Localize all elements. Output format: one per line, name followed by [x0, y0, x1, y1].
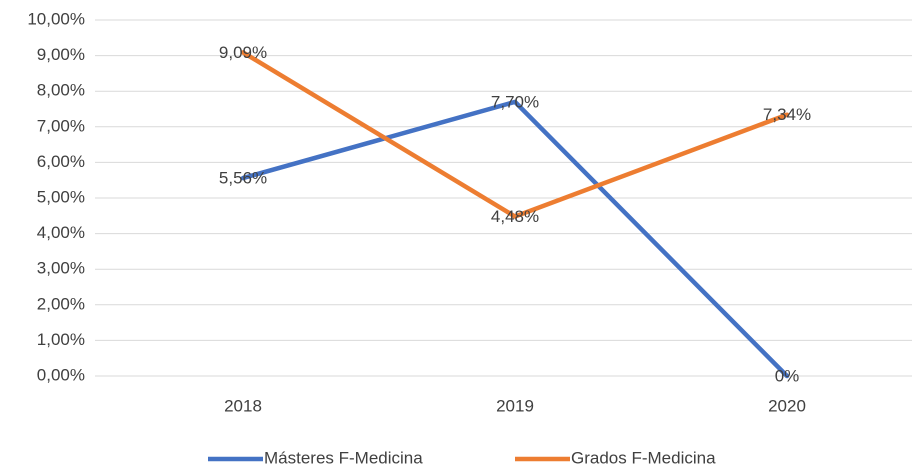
series-line: [240, 50, 790, 219]
x-tick-label: 2018: [224, 396, 262, 415]
legend-label: Másteres F-Medicina: [264, 448, 423, 467]
y-tick-label: 3,00%: [37, 259, 85, 278]
y-tick-label: 6,00%: [37, 152, 85, 171]
data-label: 5,56%: [219, 169, 267, 188]
data-label: 7,70%: [491, 92, 539, 111]
x-tick-label: 2020: [768, 396, 806, 415]
series-line: [240, 99, 790, 379]
y-tick-label: 1,00%: [37, 330, 85, 349]
data-label: 7,34%: [763, 105, 811, 124]
y-tick-label: 5,00%: [37, 187, 85, 206]
y-tick-label: 0,00%: [37, 365, 85, 384]
legend-label: Grados F-Medicina: [571, 448, 716, 467]
y-tick-label: 8,00%: [37, 81, 85, 100]
y-tick-label: 9,00%: [37, 45, 85, 64]
data-label: 0%: [775, 366, 800, 385]
y-tick-label: 2,00%: [37, 294, 85, 313]
y-tick-label: 7,00%: [37, 116, 85, 135]
x-tick-label: 2019: [496, 396, 534, 415]
data-label: 9,09%: [219, 43, 267, 62]
y-tick-label: 10,00%: [27, 9, 85, 28]
data-label: 4,48%: [491, 207, 539, 226]
y-tick-label: 4,00%: [37, 223, 85, 242]
